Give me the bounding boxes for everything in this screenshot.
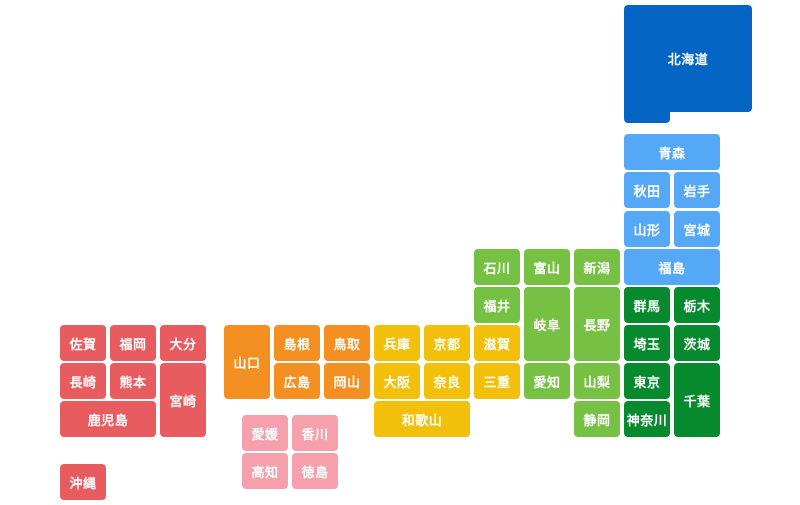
pref-tokyo-label: 東京	[633, 375, 661, 391]
pref-tottori-label: 鳥取	[333, 337, 361, 353]
pref-aomori[interactable]: 青森	[624, 134, 720, 170]
pref-kyoto-label: 京都	[433, 337, 461, 353]
pref-tochigi[interactable]: 栃木	[674, 287, 720, 323]
pref-fukushima-label: 福島	[658, 261, 686, 277]
pref-shiga-label: 滋賀	[483, 337, 511, 353]
pref-akita[interactable]: 秋田	[624, 172, 670, 208]
pref-osaka-label: 大阪	[383, 375, 411, 391]
pref-okayama[interactable]: 岡山	[324, 363, 370, 399]
pref-yamagata[interactable]: 山形	[624, 211, 670, 247]
pref-shimane-label: 島根	[283, 337, 311, 353]
pref-nagano[interactable]: 長野	[574, 287, 620, 361]
pref-kagoshima[interactable]: 鹿児島	[60, 401, 156, 437]
pref-kagoshima-label: 鹿児島	[87, 413, 129, 429]
pref-nagano-label: 長野	[583, 318, 611, 334]
pref-aichi[interactable]: 愛知	[524, 363, 570, 399]
pref-hokkaido[interactable]: 北海道	[624, 5, 752, 112]
pref-fukuoka-label: 福岡	[119, 337, 147, 353]
pref-kanagawa[interactable]: 神奈川	[624, 401, 670, 437]
pref-hokkaido-tail[interactable]	[624, 100, 670, 123]
pref-wakayama-label: 和歌山	[401, 413, 443, 429]
pref-toyama-label: 富山	[533, 261, 561, 277]
pref-hyogo-label: 兵庫	[383, 337, 411, 353]
pref-gunma[interactable]: 群馬	[624, 287, 670, 323]
pref-shizuoka-label: 静岡	[583, 413, 611, 429]
pref-yamanashi[interactable]: 山梨	[574, 363, 620, 399]
pref-shimane[interactable]: 島根	[274, 325, 320, 361]
pref-saga-label: 佐賀	[69, 337, 97, 353]
pref-chiba-label: 千葉	[683, 394, 711, 410]
pref-iwate[interactable]: 岩手	[674, 172, 720, 208]
pref-oita-label: 大分	[169, 337, 197, 353]
pref-fukui-label: 福井	[483, 299, 511, 315]
pref-saitama[interactable]: 埼玉	[624, 325, 670, 361]
pref-tokushima-label: 徳島	[301, 465, 329, 481]
pref-ehime[interactable]: 愛媛	[242, 415, 288, 451]
pref-shizuoka[interactable]: 静岡	[574, 401, 620, 437]
pref-nara[interactable]: 奈良	[424, 363, 470, 399]
pref-hiroshima-label: 広島	[283, 375, 311, 391]
pref-kagawa[interactable]: 香川	[292, 415, 338, 451]
pref-fukushima[interactable]: 福島	[624, 249, 720, 285]
pref-miyazaki[interactable]: 宮崎	[160, 363, 206, 437]
pref-miyagi[interactable]: 宮城	[674, 211, 720, 247]
pref-nara-label: 奈良	[433, 375, 461, 391]
pref-mie-label: 三重	[483, 375, 511, 391]
pref-kagawa-label: 香川	[301, 427, 329, 443]
pref-tokyo[interactable]: 東京	[624, 363, 670, 399]
pref-nagasaki[interactable]: 長崎	[60, 363, 106, 399]
pref-kochi-label: 高知	[251, 465, 279, 481]
pref-hokkaido-label: 北海道	[667, 53, 709, 68]
pref-fukuoka[interactable]: 福岡	[110, 325, 156, 361]
pref-osaka[interactable]: 大阪	[374, 363, 420, 399]
pref-niigata[interactable]: 新潟	[574, 249, 620, 285]
pref-ibaraki[interactable]: 茨城	[674, 325, 720, 361]
pref-kochi[interactable]: 高知	[242, 453, 288, 489]
pref-gifu[interactable]: 岐阜	[524, 287, 570, 361]
pref-wakayama[interactable]: 和歌山	[374, 401, 470, 437]
pref-aomori-label: 青森	[658, 146, 686, 162]
pref-kumamoto-label: 熊本	[119, 375, 147, 391]
pref-chiba[interactable]: 千葉	[674, 363, 720, 437]
pref-miyagi-label: 宮城	[683, 223, 711, 239]
pref-okinawa[interactable]: 沖縄	[60, 464, 106, 500]
pref-hyogo[interactable]: 兵庫	[374, 325, 420, 361]
pref-yamaguchi[interactable]: 山口	[224, 325, 270, 399]
pref-saga[interactable]: 佐賀	[60, 325, 106, 361]
pref-ibaraki-label: 茨城	[683, 337, 711, 353]
pref-kyoto[interactable]: 京都	[424, 325, 470, 361]
pref-niigata-label: 新潟	[583, 261, 611, 277]
pref-aichi-label: 愛知	[533, 375, 561, 391]
pref-tochigi-label: 栃木	[683, 299, 711, 315]
pref-hiroshima[interactable]: 広島	[274, 363, 320, 399]
pref-mie[interactable]: 三重	[474, 363, 520, 399]
pref-okayama-label: 岡山	[333, 375, 361, 391]
pref-okinawa-label: 沖縄	[69, 476, 97, 492]
pref-gunma-label: 群馬	[633, 299, 661, 315]
pref-ehime-label: 愛媛	[251, 427, 279, 443]
pref-kumamoto[interactable]: 熊本	[110, 363, 156, 399]
pref-toyama[interactable]: 富山	[524, 249, 570, 285]
pref-iwate-label: 岩手	[683, 184, 711, 200]
pref-nagasaki-label: 長崎	[69, 375, 97, 391]
pref-shiga[interactable]: 滋賀	[474, 325, 520, 361]
pref-tottori[interactable]: 鳥取	[324, 325, 370, 361]
pref-yamaguchi-label: 山口	[233, 356, 261, 372]
pref-gifu-label: 岐阜	[533, 318, 561, 334]
pref-miyazaki-label: 宮崎	[169, 394, 197, 410]
pref-fukui[interactable]: 福井	[474, 287, 520, 323]
pref-yamanashi-label: 山梨	[583, 375, 611, 391]
pref-ishikawa[interactable]: 石川	[474, 249, 520, 285]
pref-ishikawa-label: 石川	[483, 261, 511, 277]
pref-kanagawa-label: 神奈川	[626, 413, 668, 429]
pref-tokushima[interactable]: 徳島	[292, 453, 338, 489]
pref-oita[interactable]: 大分	[160, 325, 206, 361]
pref-akita-label: 秋田	[633, 184, 661, 200]
pref-saitama-label: 埼玉	[633, 337, 661, 353]
pref-yamagata-label: 山形	[633, 223, 661, 239]
